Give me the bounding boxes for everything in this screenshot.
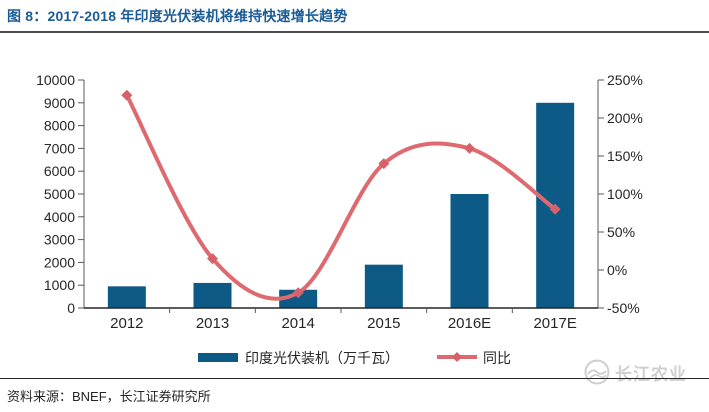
- right-axis-tick-label: 250%: [607, 72, 643, 88]
- growth-marker-2017E: [549, 203, 561, 215]
- legend-bar-swatch: [198, 353, 238, 362]
- left-axis-tick-label: 1000: [44, 277, 75, 293]
- title-divider: [0, 31, 709, 33]
- bar-2015: [364, 264, 403, 308]
- watermark-label: 长江农业: [615, 364, 687, 384]
- x-axis-label-2013: 2013: [196, 315, 229, 332]
- growth-marker-2015: [378, 158, 390, 170]
- left-axis-tick-label: 2000: [44, 254, 75, 270]
- combo-chart: 0 1000 2000 3000 4000 5000 6000 7000 8000 9000 100…: [36, 72, 643, 366]
- left-axis-tick-label: 0: [67, 300, 75, 316]
- right-axis-tick-label: 150%: [607, 148, 643, 164]
- watermark: 长江农业: [583, 356, 705, 388]
- legend-line-label: 同比: [483, 350, 511, 366]
- bar-2016E: [450, 194, 489, 308]
- left-axis-tick-label: 10000: [36, 72, 75, 88]
- bar-2013: [193, 282, 232, 308]
- bar-2014: [279, 289, 318, 308]
- left-axis-tick-label: 3000: [44, 232, 75, 248]
- x-axis-label-2015: 2015: [367, 315, 400, 332]
- growth-marker-2014: [292, 287, 304, 299]
- left-axis-tick-label: 4000: [44, 209, 75, 225]
- x-axis-label-2014: 2014: [281, 315, 314, 332]
- x-axis-label-2016E: 2016E: [448, 315, 491, 332]
- growth-marker-2012: [121, 89, 133, 101]
- changjiang-logo-icon: [584, 359, 610, 385]
- legend-line-marker: [452, 352, 462, 362]
- growth-line: [124, 93, 558, 301]
- bar-2012: [107, 286, 146, 308]
- legend-bar-label: 印度光伏装机（万千瓦）: [245, 350, 399, 366]
- left-axis-tick-label: 6000: [44, 163, 75, 179]
- footer-divider: [0, 378, 709, 379]
- right-axis-tick-label: -50%: [607, 300, 640, 316]
- left-axis-tick-label: 7000: [44, 140, 75, 156]
- left-axis-tick-label: 5000: [44, 186, 75, 202]
- growth-marker-2013: [207, 253, 218, 265]
- right-axis-tick-label: 50%: [607, 224, 635, 240]
- right-axis-tick-label: 0%: [607, 262, 627, 278]
- source-note: 资料来源：BNEF，长江证券研究所: [7, 389, 211, 404]
- growth-marker-2016E: [464, 142, 475, 154]
- x-axis-label-2017E: 2017E: [533, 315, 576, 332]
- right-axis-tick-label: 100%: [607, 186, 643, 202]
- left-axis-tick-label: 8000: [44, 118, 75, 134]
- right-axis-tick-label: 200%: [607, 110, 643, 126]
- figure-title: 图 8：2017-2018 年印度光伏装机将维持快速增长趋势: [7, 8, 348, 24]
- x-axis-label-2012: 2012: [110, 315, 143, 332]
- left-axis-tick-label: 9000: [44, 95, 75, 111]
